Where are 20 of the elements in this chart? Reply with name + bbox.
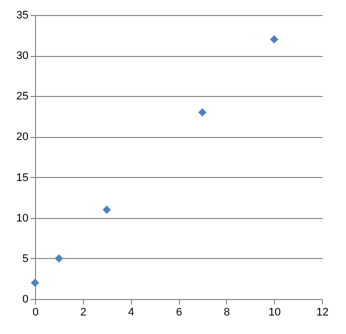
- x-tick-label: 10: [268, 306, 281, 318]
- y-tick-label: 30: [16, 50, 28, 62]
- y-tick-label: 20: [16, 131, 28, 144]
- x-tick-label: 0: [32, 306, 39, 318]
- y-tick-label: 5: [22, 252, 28, 265]
- x-tick-label: 2: [80, 306, 86, 318]
- point: [198, 108, 207, 117]
- point: [102, 206, 111, 214]
- y-tick-label: 35: [16, 10, 28, 22]
- point: [54, 254, 64, 263]
- point: [270, 35, 278, 44]
- y-tick-label: 15: [16, 172, 28, 184]
- y-tick-label: 25: [16, 90, 28, 103]
- x-tick-label: 4: [128, 306, 134, 318]
- point: [30, 278, 40, 287]
- x-tick-label: 12: [316, 306, 329, 318]
- x-tick-label: 8: [224, 306, 230, 318]
- y-tick-label: 10: [16, 212, 28, 224]
- y-tick-label: 0: [22, 294, 28, 306]
- x-tick-label: 6: [176, 306, 182, 318]
